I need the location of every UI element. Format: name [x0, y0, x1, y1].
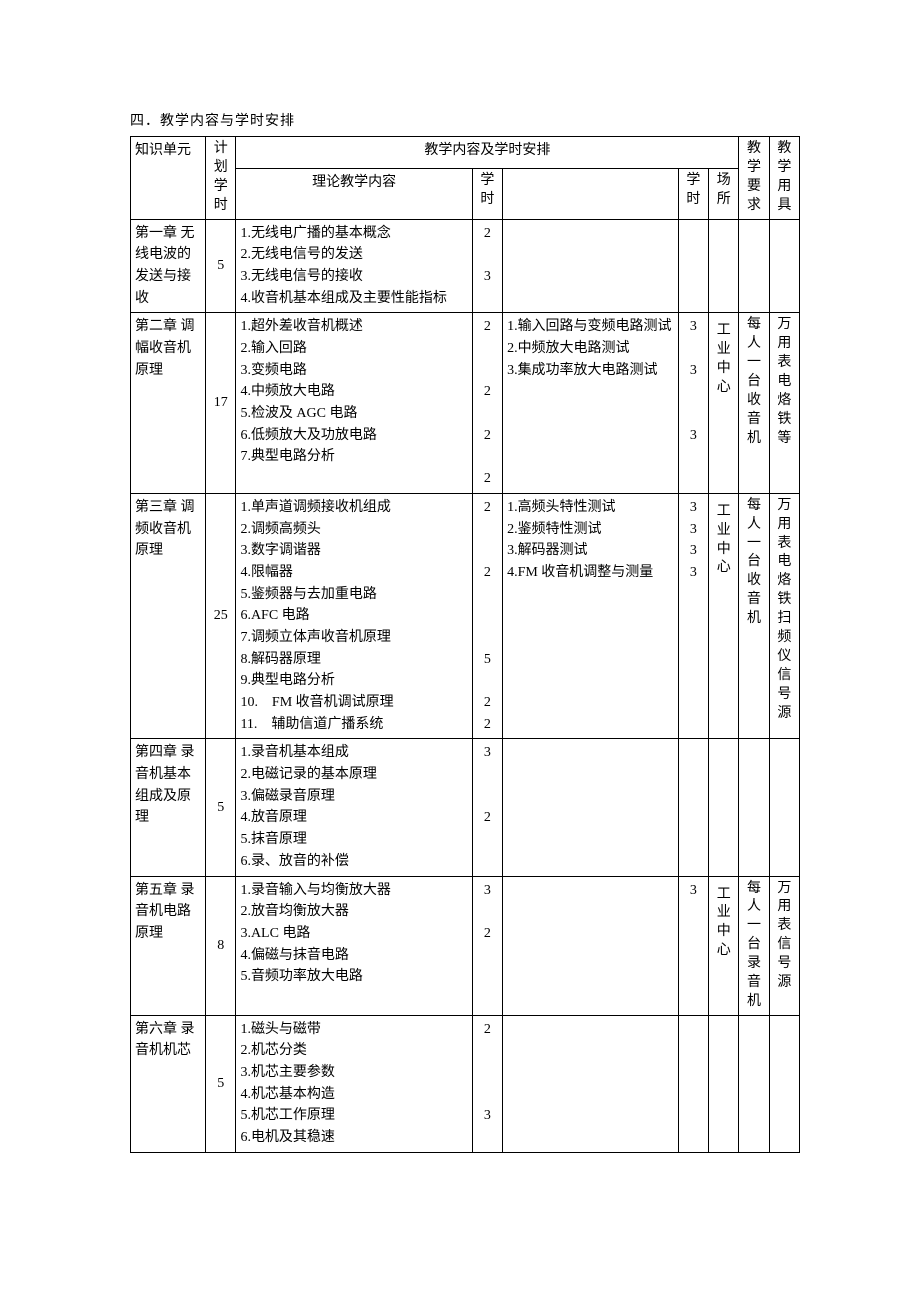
- tool-cell: [769, 219, 799, 313]
- unit-cell: 第五章 录音机电路原理: [131, 876, 206, 1015]
- unit-cell: 第四章 录音机基本组成及原理: [131, 739, 206, 876]
- tool-cell: 万用表电烙铁等: [769, 313, 799, 494]
- header-theory: 理论教学内容: [236, 169, 472, 219]
- header-row-1: 知识单元 计划学时 教学内容及学时安排 教学要求 教学用具: [131, 137, 800, 169]
- header-plan-hours: 计划学时: [206, 137, 236, 220]
- theory-content-cell: 1.录音机基本组成2.电磁记录的基本原理3.偏磁录音原理4.放音原理5.抹音原理…: [236, 739, 472, 876]
- practice-hours-cell: [678, 219, 708, 313]
- theory-content-cell: 1.超外差收音机概述2.输入回路3.变频电路4.中频放大电路5.检波及 AGC …: [236, 313, 472, 494]
- place-cell: [709, 219, 739, 313]
- practice-content-cell: [503, 1015, 679, 1152]
- req-cell: 每人一台录音机: [739, 876, 769, 1015]
- theory-hours-cell: 2 3: [472, 219, 502, 313]
- theory-hours-cell: 2 2 5 22: [472, 493, 502, 739]
- header-req: 教学要求: [739, 137, 769, 220]
- header-practice-hours: 学时: [678, 169, 708, 219]
- plan-hours-cell: 17: [206, 313, 236, 494]
- req-cell: [739, 1015, 769, 1152]
- table-row: 第二章 调幅收音机原理171.超外差收音机概述2.输入回路3.变频电路4.中频放…: [131, 313, 800, 494]
- plan-hours-cell: 5: [206, 219, 236, 313]
- plan-hours-cell: 5: [206, 739, 236, 876]
- table-row: 第三章 调频收音机原理251.单声道调频接收机组成2.调频高频头3.数字调谐器4…: [131, 493, 800, 739]
- req-cell: 每人一台收音机: [739, 493, 769, 739]
- practice-content-cell: [503, 739, 679, 876]
- place-cell: [709, 739, 739, 876]
- tool-cell: 万用表电烙铁扫频仪信号源: [769, 493, 799, 739]
- plan-hours-cell: 25: [206, 493, 236, 739]
- table-row: 第六章 录音机机芯51.磁头与磁带2.机芯分类3.机芯主要参数4.机芯基本构造5…: [131, 1015, 800, 1152]
- practice-hours-cell: 3 3 3: [678, 313, 708, 494]
- practice-hours-cell: [678, 1015, 708, 1152]
- place-cell: 工业中心: [709, 876, 739, 1015]
- header-tool: 教学用具: [769, 137, 799, 220]
- table-row: 第四章 录音机基本组成及原理51.录音机基本组成2.电磁记录的基本原理3.偏磁录…: [131, 739, 800, 876]
- practice-hours-cell: 3: [678, 876, 708, 1015]
- place-cell: [709, 1015, 739, 1152]
- practice-hours-cell: [678, 739, 708, 876]
- plan-hours-cell: 5: [206, 1015, 236, 1152]
- unit-cell: 第六章 录音机机芯: [131, 1015, 206, 1152]
- table-row: 第一章 无线电波的发送与接收51.无线电广播的基本概念2.无线电信号的发送3.无…: [131, 219, 800, 313]
- tool-cell: [769, 1015, 799, 1152]
- theory-hours-cell: 3 2: [472, 876, 502, 1015]
- practice-content-cell: 1.输入回路与变频电路测试2.中频放大电路测试3.集成功率放大电路测试: [503, 313, 679, 494]
- theory-hours-cell: 3 2: [472, 739, 502, 876]
- page-title: 四．教学内容与学时安排: [130, 110, 800, 130]
- table-row: 第五章 录音机电路原理81.录音输入与均衡放大器2.放音均衡放大器3.ALC 电…: [131, 876, 800, 1015]
- unit-cell: 第二章 调幅收音机原理: [131, 313, 206, 494]
- theory-content-cell: 1.磁头与磁带2.机芯分类3.机芯主要参数4.机芯基本构造5.机芯工作原理6.电…: [236, 1015, 472, 1152]
- tool-cell: [769, 739, 799, 876]
- req-cell: [739, 219, 769, 313]
- header-unit: 知识单元: [131, 137, 206, 220]
- practice-content-cell: [503, 219, 679, 313]
- practice-content-cell: [503, 876, 679, 1015]
- tool-cell: 万用表信号源: [769, 876, 799, 1015]
- practice-hours-cell: 3333: [678, 493, 708, 739]
- unit-cell: 第一章 无线电波的发送与接收: [131, 219, 206, 313]
- place-cell: 工业中心: [709, 493, 739, 739]
- curriculum-table: 知识单元 计划学时 教学内容及学时安排 教学要求 教学用具 理论教学内容 学时 …: [130, 136, 800, 1153]
- place-cell: 工业中心: [709, 313, 739, 494]
- req-cell: [739, 739, 769, 876]
- theory-content-cell: 1.无线电广播的基本概念2.无线电信号的发送3.无线电信号的接收4.收音机基本组…: [236, 219, 472, 313]
- theory-hours-cell: 2 2 2 2: [472, 313, 502, 494]
- plan-hours-cell: 8: [206, 876, 236, 1015]
- theory-content-cell: 1.录音输入与均衡放大器2.放音均衡放大器3.ALC 电路4.偏磁与抹音电路5.…: [236, 876, 472, 1015]
- unit-cell: 第三章 调频收音机原理: [131, 493, 206, 739]
- practice-content-cell: 1.高频头特性测试2.鉴频特性测试3.解码器测试4.FM 收音机调整与测量: [503, 493, 679, 739]
- theory-hours-cell: 2 3: [472, 1015, 502, 1152]
- header-practice-empty: [503, 169, 679, 219]
- theory-content-cell: 1.单声道调频接收机组成2.调频高频头3.数字调谐器4.限幅器5.鉴频器与去加重…: [236, 493, 472, 739]
- header-theory-hours: 学时: [472, 169, 502, 219]
- header-content-span: 教学内容及学时安排: [236, 137, 739, 169]
- header-place: 场所: [709, 169, 739, 219]
- req-cell: 每人一台收音机: [739, 313, 769, 494]
